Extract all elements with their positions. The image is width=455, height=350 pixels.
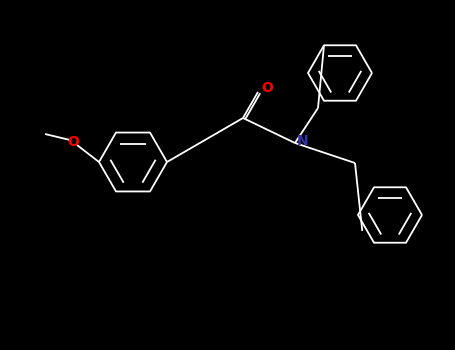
Text: N: N: [297, 134, 308, 148]
Text: O: O: [261, 81, 273, 95]
Text: O: O: [67, 135, 79, 149]
